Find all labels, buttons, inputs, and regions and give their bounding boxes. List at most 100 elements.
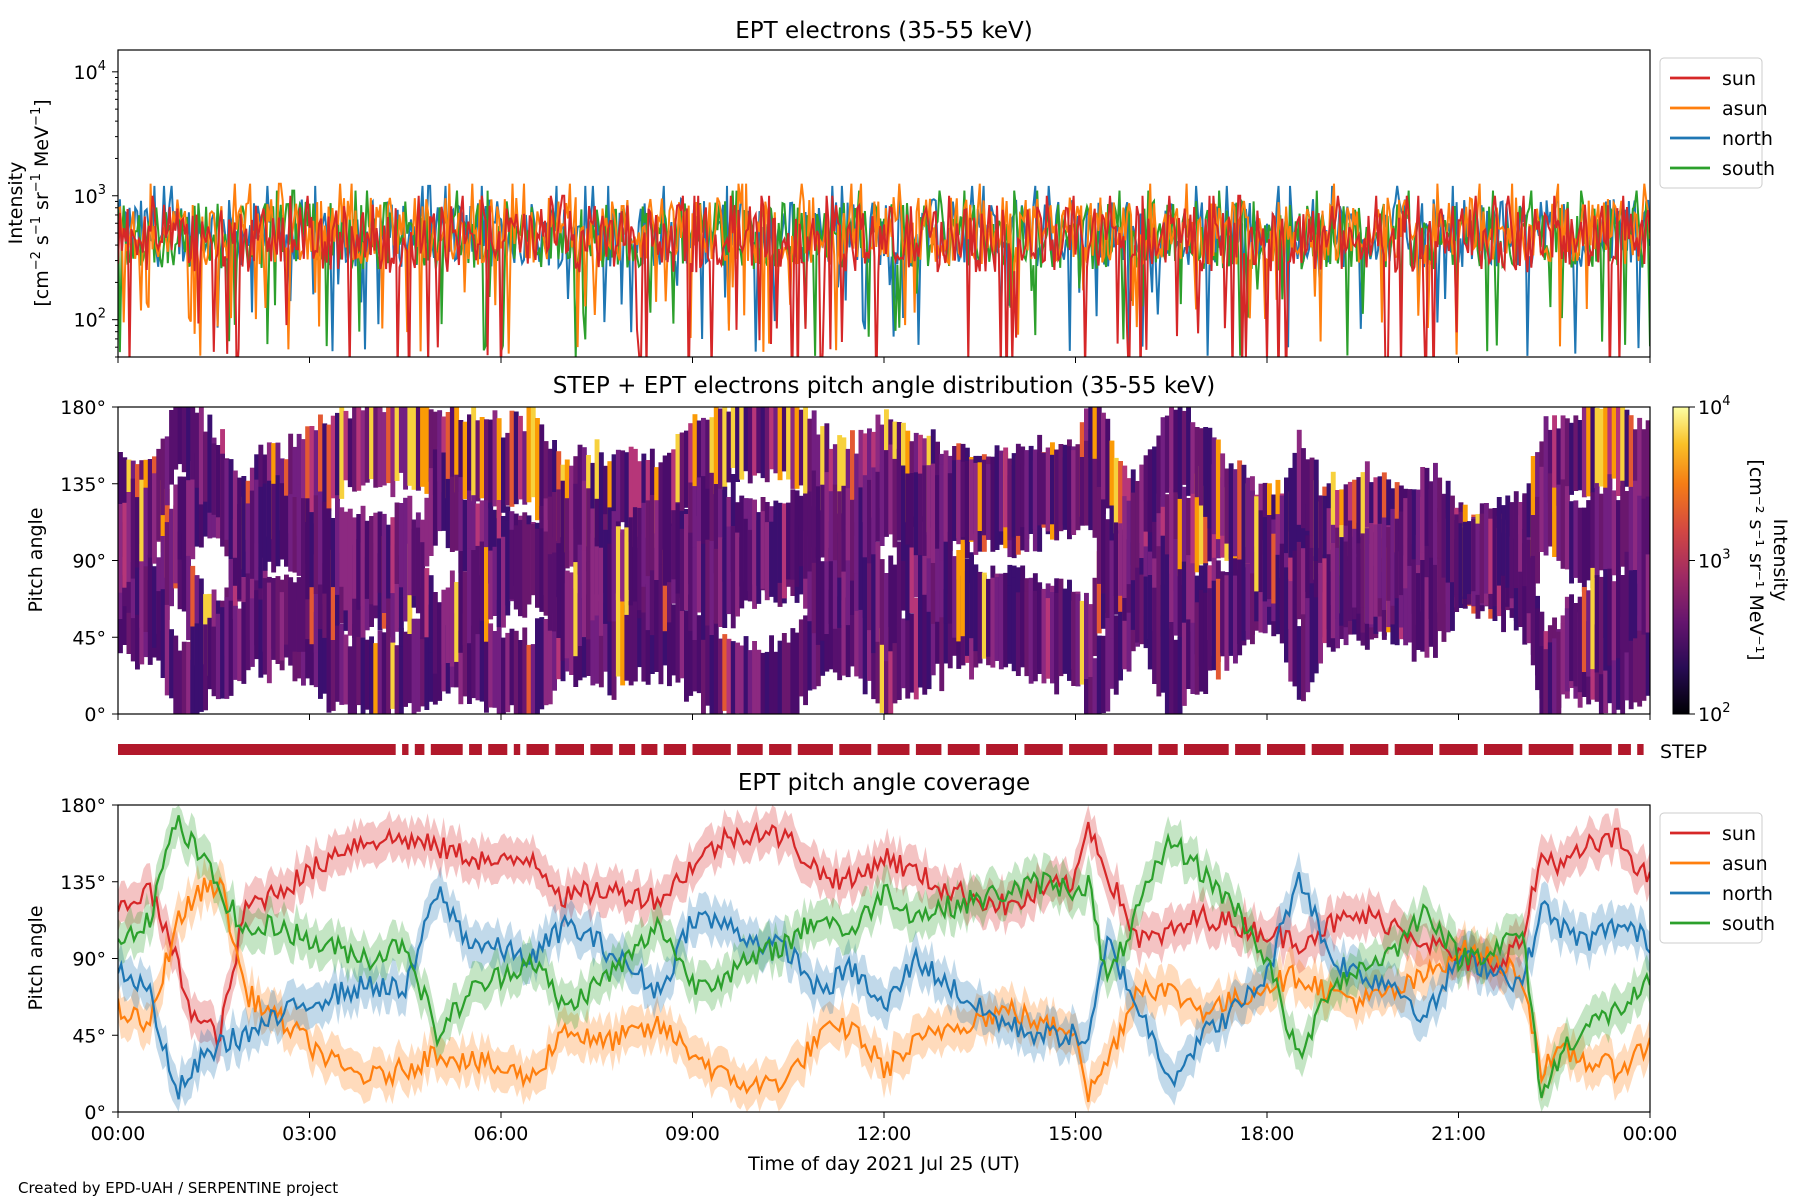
panel2-ylabel: Pitch angle (25, 507, 47, 612)
heatmap-cell (607, 461, 613, 530)
heatmap-cell (156, 448, 162, 541)
coverage-line-south (118, 815, 1650, 1099)
heatmap-cell (1607, 632, 1613, 704)
heatmap-cell (675, 504, 681, 594)
heatmap-cell (1620, 575, 1626, 650)
heatmap-cell (339, 507, 345, 587)
heatmap-cell (330, 549, 336, 640)
heatmap-cell (194, 412, 200, 488)
heatmap-cell (1220, 580, 1226, 657)
svg-text:[cm−2 s−1 sr−1 MeV−1]: [cm−2 s−1 sr−1 MeV−1] (29, 99, 53, 306)
heatmap-cell (313, 430, 319, 524)
heatmap-cell (220, 453, 225, 547)
heatmap-cell (837, 491, 843, 578)
heatmap-cell (1169, 407, 1174, 499)
heatmap-cell (1569, 594, 1574, 682)
heatmap-cell (1233, 469, 1238, 557)
heatmap-cell (1373, 524, 1379, 617)
heatmap-cell (1194, 473, 1200, 573)
heatmap-cell (160, 536, 166, 632)
heatmap-cell (1594, 575, 1600, 673)
heatmap-cell (190, 407, 196, 480)
heatmap-cell (292, 582, 298, 652)
heatmap-cell (884, 573, 889, 662)
heatmap-cell (1543, 416, 1549, 497)
heatmap-cell (484, 419, 489, 508)
heatmap-cell (1190, 480, 1196, 565)
heatmap-cell (888, 627, 894, 714)
heatmap-cell (1581, 407, 1587, 498)
legend-label-north: north (1722, 883, 1773, 905)
heatmap-cell (424, 614, 430, 710)
heatmap-cell (1415, 489, 1421, 566)
heatmap-cell (781, 633, 787, 714)
heatmap-cell (1292, 452, 1298, 551)
heatmap-cell (684, 610, 689, 702)
heatmap-cell (1092, 658, 1098, 714)
heatmap-cell (156, 591, 162, 661)
heatmap-cell (1620, 480, 1626, 567)
heatmap-cell (1156, 493, 1162, 582)
heatmap-cell (518, 415, 523, 500)
heatmap-cell (556, 489, 562, 590)
heatmap-cell (1007, 458, 1013, 541)
heatmap-cell (960, 461, 966, 538)
heatmap-cell (1105, 531, 1111, 618)
heatmap-cell (1552, 638, 1557, 714)
heatmap-cell (994, 453, 1000, 550)
heatmap-cell (313, 554, 319, 653)
heatmap-cell (930, 463, 936, 563)
coverage-band-asun (118, 857, 1650, 1112)
heatmap-cell (1058, 590, 1064, 677)
step-segment (769, 744, 792, 755)
heatmap-cell (1407, 559, 1413, 643)
heatmap-cell (735, 532, 740, 617)
heatmap-cell (811, 470, 817, 563)
heatmap-cell (424, 497, 430, 567)
heatmap-cell (530, 407, 536, 498)
heatmap-cell (1505, 495, 1511, 588)
heatmap-cell (1628, 626, 1634, 710)
heatmap-cell (232, 470, 238, 558)
heatmap-cell (1313, 556, 1319, 631)
panel-pitch-heatmap: STEP + EPT electrons pitch angle distrib… (25, 373, 1791, 763)
heatmap-cell (496, 616, 502, 714)
heatmap-cell (237, 477, 243, 580)
heatmap-cell (858, 539, 864, 610)
heatmap-cell (943, 589, 949, 664)
heatmap-cell (824, 423, 830, 514)
heatmap-cell (1535, 452, 1540, 530)
heatmap-cell (1284, 477, 1289, 554)
heatmap-cell (420, 407, 425, 487)
heatmap-cell (1007, 585, 1013, 664)
heatmap-cell (603, 529, 608, 624)
heatmap-cell (190, 565, 196, 660)
heatmap-cell (1633, 570, 1638, 639)
heatmap-cell (913, 472, 919, 556)
heatmap-cell (696, 615, 702, 694)
heatmap-cell (709, 541, 715, 635)
heatmap-cell (1420, 560, 1426, 652)
heatmap-cell (1543, 649, 1549, 714)
heatmap-cell (845, 597, 851, 678)
heatmap-cell (637, 507, 643, 611)
heatmap-cell (454, 407, 460, 493)
heatmap-cell (675, 434, 681, 536)
heatmap-cell (615, 593, 621, 677)
heatmap-cell (607, 604, 613, 696)
heatmap-cell (292, 497, 298, 573)
heatmap-cell (798, 495, 804, 567)
heatmap-cell (343, 511, 349, 611)
heatmap-cell (1075, 594, 1081, 687)
heatmap-cell (1105, 612, 1111, 712)
heatmap-cell (598, 547, 604, 636)
heatmap-cell (1356, 477, 1362, 554)
heatmap-cell (824, 472, 830, 562)
heatmap-cell (326, 616, 332, 713)
heatmap-cell (671, 604, 677, 676)
heatmap-cell (790, 407, 796, 489)
heatmap-cell (781, 503, 787, 599)
heatmap-cell (1577, 596, 1583, 693)
heatmap-cell (569, 478, 574, 567)
coverage-line-north (118, 872, 1650, 1100)
